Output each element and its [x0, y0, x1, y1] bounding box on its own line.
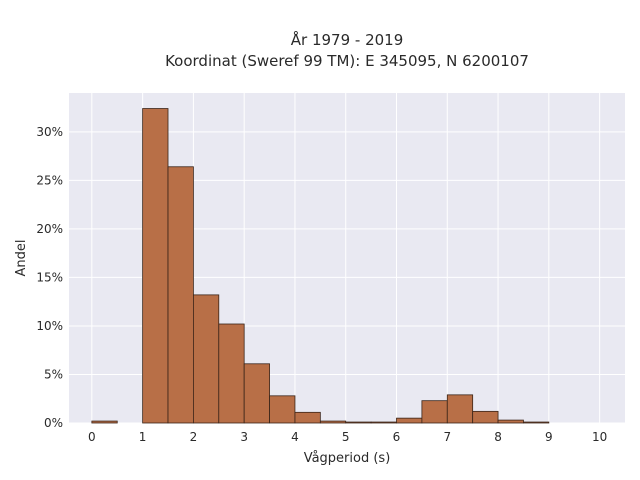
histogram-bar	[472, 410, 499, 424]
histogram-bar	[370, 421, 397, 424]
histogram-bar	[319, 420, 347, 424]
histogram-bar	[243, 363, 270, 424]
y-tick-label: 25%	[36, 173, 63, 187]
x-axis-label: Vågperiod (s)	[304, 451, 391, 466]
x-tick-label: 4	[291, 430, 299, 444]
histogram-bar	[218, 323, 245, 424]
y-tick-label: 5%	[44, 367, 63, 381]
x-tick-label: 1	[139, 430, 147, 444]
histogram-bar	[269, 395, 296, 424]
y-tick-label: 15%	[36, 270, 63, 284]
histogram-bar	[421, 400, 448, 424]
y-axis-label: Andel	[14, 240, 29, 277]
y-tick-label: 20%	[36, 222, 63, 236]
x-tick-label: 2	[190, 430, 198, 444]
histogram-bar	[446, 394, 474, 424]
x-tick-label: 5	[342, 430, 350, 444]
histogram-bar	[142, 108, 169, 424]
histogram-bar	[91, 420, 118, 424]
bars	[91, 108, 550, 424]
histogram-bar	[294, 411, 321, 424]
histogram-bar	[497, 419, 524, 424]
histogram-bar	[193, 294, 220, 424]
y-tick-label: 30%	[36, 125, 63, 139]
histogram-bar	[396, 417, 423, 424]
histogram-bar	[345, 421, 372, 424]
x-tick-label: 8	[494, 430, 502, 444]
y-tick-label: 0%	[44, 416, 63, 430]
histogram-bar	[523, 421, 550, 424]
x-tick-label: 9	[545, 430, 553, 444]
x-tick-label: 7	[443, 430, 451, 444]
histogram-bar	[167, 166, 194, 424]
x-tick-label: 0	[88, 430, 96, 444]
x-ticks: 0 1 2 3 4 5 6 7 8 9 10	[88, 430, 607, 444]
x-tick-label: 10	[592, 430, 607, 444]
y-tick-label: 10%	[36, 319, 63, 333]
chart-title-line-1: År 1979 - 2019	[291, 30, 404, 49]
y-ticks: 0% 5% 10% 15% 20% 25% 30%	[36, 125, 63, 430]
x-tick-label: 6	[393, 430, 401, 444]
x-tick-label: 3	[240, 430, 248, 444]
chart-title-line-2: Koordinat (Sweref 99 TM): E 345095, N 62…	[165, 52, 529, 70]
